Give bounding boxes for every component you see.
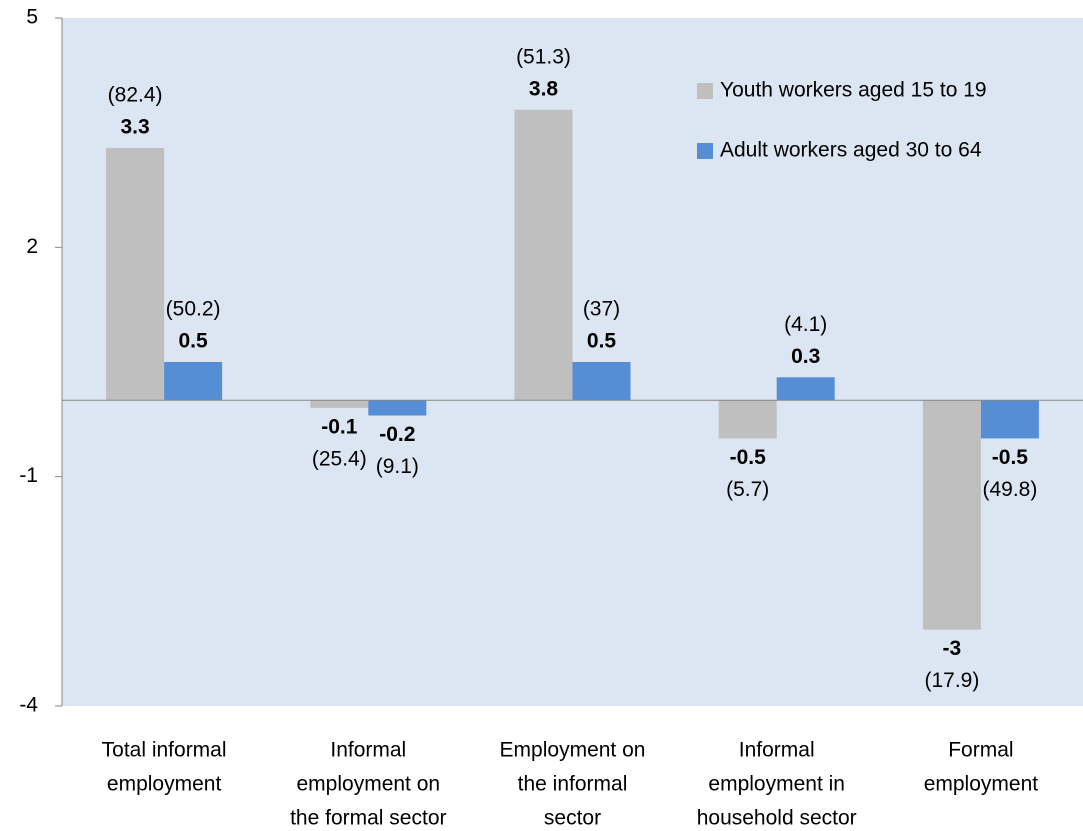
bar — [368, 400, 427, 416]
value-label: -0.5 — [992, 446, 1029, 469]
value-label: 0.5 — [587, 330, 617, 353]
value-label: -0.2 — [379, 423, 415, 446]
x-tick-label: employment in — [708, 773, 845, 796]
y-tick-label: 5 — [26, 6, 38, 29]
x-tick-label: Employment on — [500, 739, 646, 762]
value-label: 3.3 — [120, 116, 149, 139]
x-tick-label: Total informal — [102, 739, 227, 762]
legend-label: Adult workers aged 30 to 64 — [720, 139, 982, 162]
note-label: (82.4) — [108, 84, 163, 107]
value-label: -0.1 — [321, 415, 358, 438]
x-tick-label: Informal — [739, 739, 815, 762]
y-tick-label: 2 — [26, 235, 38, 258]
x-tick-label: Informal — [330, 739, 406, 762]
legend-swatch — [697, 143, 713, 159]
value-label: -0.5 — [730, 446, 767, 469]
bar — [106, 147, 165, 401]
value-label: -3 — [943, 637, 962, 660]
x-tick-label: employment — [924, 773, 1039, 796]
note-label: (9.1) — [376, 455, 419, 478]
bar — [572, 362, 631, 401]
note-label: (4.1) — [784, 313, 827, 336]
note-label: (5.7) — [726, 478, 769, 501]
bar — [310, 400, 369, 408]
x-tick-label: employment — [107, 773, 222, 796]
note-label: (49.8) — [982, 478, 1037, 501]
legend-swatch — [697, 83, 713, 99]
bar — [776, 377, 835, 401]
x-tick-label: Formal — [948, 739, 1013, 762]
note-label: (51.3) — [516, 45, 571, 68]
legend-label: Youth workers aged 15 to 19 — [720, 79, 987, 102]
x-tick-label: household sector — [697, 807, 857, 830]
note-label: (37) — [583, 298, 620, 321]
y-tick-label: -1 — [19, 464, 38, 487]
bar — [922, 400, 981, 630]
x-tick-label: sector — [544, 807, 601, 830]
note-label: (17.9) — [924, 669, 979, 692]
bar — [980, 400, 1039, 439]
value-label: 0.3 — [791, 345, 820, 368]
x-tick-label: the formal sector — [290, 807, 446, 830]
note-label: (50.2) — [166, 298, 221, 321]
x-tick-label: employment on — [297, 773, 441, 796]
bar — [164, 362, 223, 401]
value-label: 3.8 — [529, 77, 559, 100]
x-tick-label: the informal — [518, 773, 628, 796]
bar — [514, 109, 573, 401]
value-label: 0.5 — [178, 330, 208, 353]
bar — [718, 400, 777, 439]
y-tick-label: -4 — [19, 694, 38, 717]
note-label: (25.4) — [312, 447, 367, 470]
